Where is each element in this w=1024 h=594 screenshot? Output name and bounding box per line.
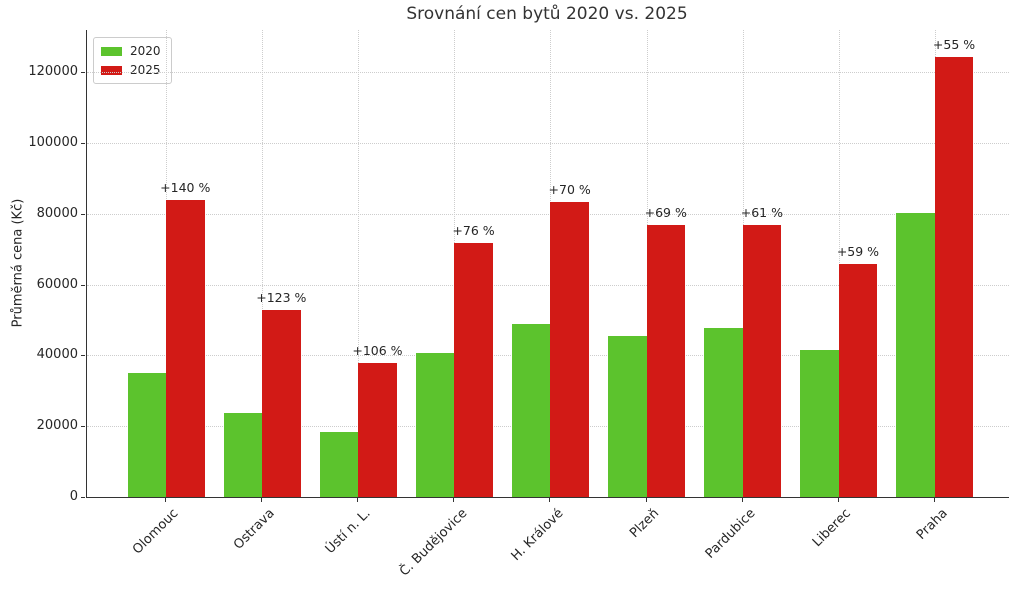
y-gridline [87,143,1009,145]
x-gridline [262,30,264,497]
bar-2020-Pardubice [704,328,743,497]
bar-2020-Liberec [800,350,839,497]
x-tick-mark [741,498,743,502]
y-tick-mark [81,213,85,215]
legend: 2020 2025 [93,37,172,84]
x-tick-label-Ústí n. L.: Ústí n. L. [322,506,374,557]
y-tick-label: 100000 [28,135,78,151]
y-tick-mark [81,426,85,428]
y-tick-mark [81,497,85,498]
legend-label-2020: 2020 [130,44,161,58]
x-tick-mark [837,498,839,502]
pct-label-H. Králové: +70 % [548,182,591,198]
pct-label-Pardubice: +61 % [740,205,783,221]
bar-2025-Pardubice [742,225,782,497]
bar-2020-Č. Budějovice [415,352,455,497]
legend-label-2025: 2025 [130,63,161,77]
legend-swatch-2020 [101,46,122,56]
x-tick-label-Ostrava: Ostrava [230,506,278,553]
bar-2025-Plzeň [646,224,685,497]
pct-label-Olomouc: +140 % [160,179,211,195]
y-tick-label: 120000 [28,64,78,80]
bar-2025-Ostrava [262,310,301,497]
y-tick-label: 20000 [36,418,78,434]
pct-label-Liberec: +59 % [836,243,880,259]
x-gridline [358,30,360,497]
pct-label-Plzeň: +69 % [644,204,687,220]
bar-2020-Olomouc [127,373,166,497]
pct-label-Ostrava: +123 % [256,290,307,306]
x-tick-mark [549,498,551,502]
y-tick-mark [81,143,85,145]
bar-2025-Ústí n. L. [358,362,397,497]
bar-2025-Liberec [838,263,878,497]
y-tick-mark [81,284,85,286]
x-tick-mark [261,498,263,502]
bar-2020-Ústí n. L. [319,431,359,497]
bar-2020-H. Králové [511,323,551,497]
y-gridline [87,213,1009,215]
y-gridline [87,284,1009,286]
y-tick-label: 60000 [36,276,78,292]
legend-entry-2020: 2020 [101,44,161,58]
x-tick-label-Olomouc: Olomouc [130,506,182,558]
pct-label-Ústí n. L.: +106 % [352,342,403,358]
plot-area: 2020 2025 +140 % +123 % +106 % +76 % +70 % +6… [86,30,1009,498]
bar-2020-Plzeň [608,335,647,497]
x-tick-label-Pardubice: Pardubice [702,506,759,562]
x-tick-label-H. Králové: H. Králové [508,506,567,564]
y-tick-mark [81,355,85,357]
x-tick-mark [165,498,166,502]
pct-label-Praha: +55 % [932,36,976,52]
legend-swatch-2025 [101,65,122,75]
y-gridline [87,72,1009,74]
bar-2020-Ostrava [223,413,263,497]
x-tick-mark [453,498,455,502]
x-tick-label-Č. Budějovice: Č. Budějovice [396,506,470,580]
bar-2025-Olomouc [166,199,205,497]
bar-2025-Č. Budějovice [454,242,493,497]
chart-title: Srovnání cen bytů 2020 vs. 2025 [406,4,688,24]
y-tick-label: 40000 [36,347,78,363]
y-tick-label: 80000 [36,205,78,221]
y-tick-label: 0 [69,489,78,504]
bar-2020-Praha [896,212,935,497]
bar-2025-H. Králové [550,202,589,497]
x-tick-mark [933,498,935,502]
x-tick-label-Liberec: Liberec [810,506,855,551]
legend-entry-2025: 2025 [101,63,161,77]
bar-2025-Praha [934,56,974,497]
pct-label-Č. Budějovice: +76 % [452,222,495,238]
y-tick-mark [81,72,85,74]
x-tick-label-Plzeň: Plzeň [627,506,663,542]
x-tick-label-Praha: Praha [913,506,951,543]
x-tick-mark [357,498,359,502]
x-tick-mark [645,498,647,502]
